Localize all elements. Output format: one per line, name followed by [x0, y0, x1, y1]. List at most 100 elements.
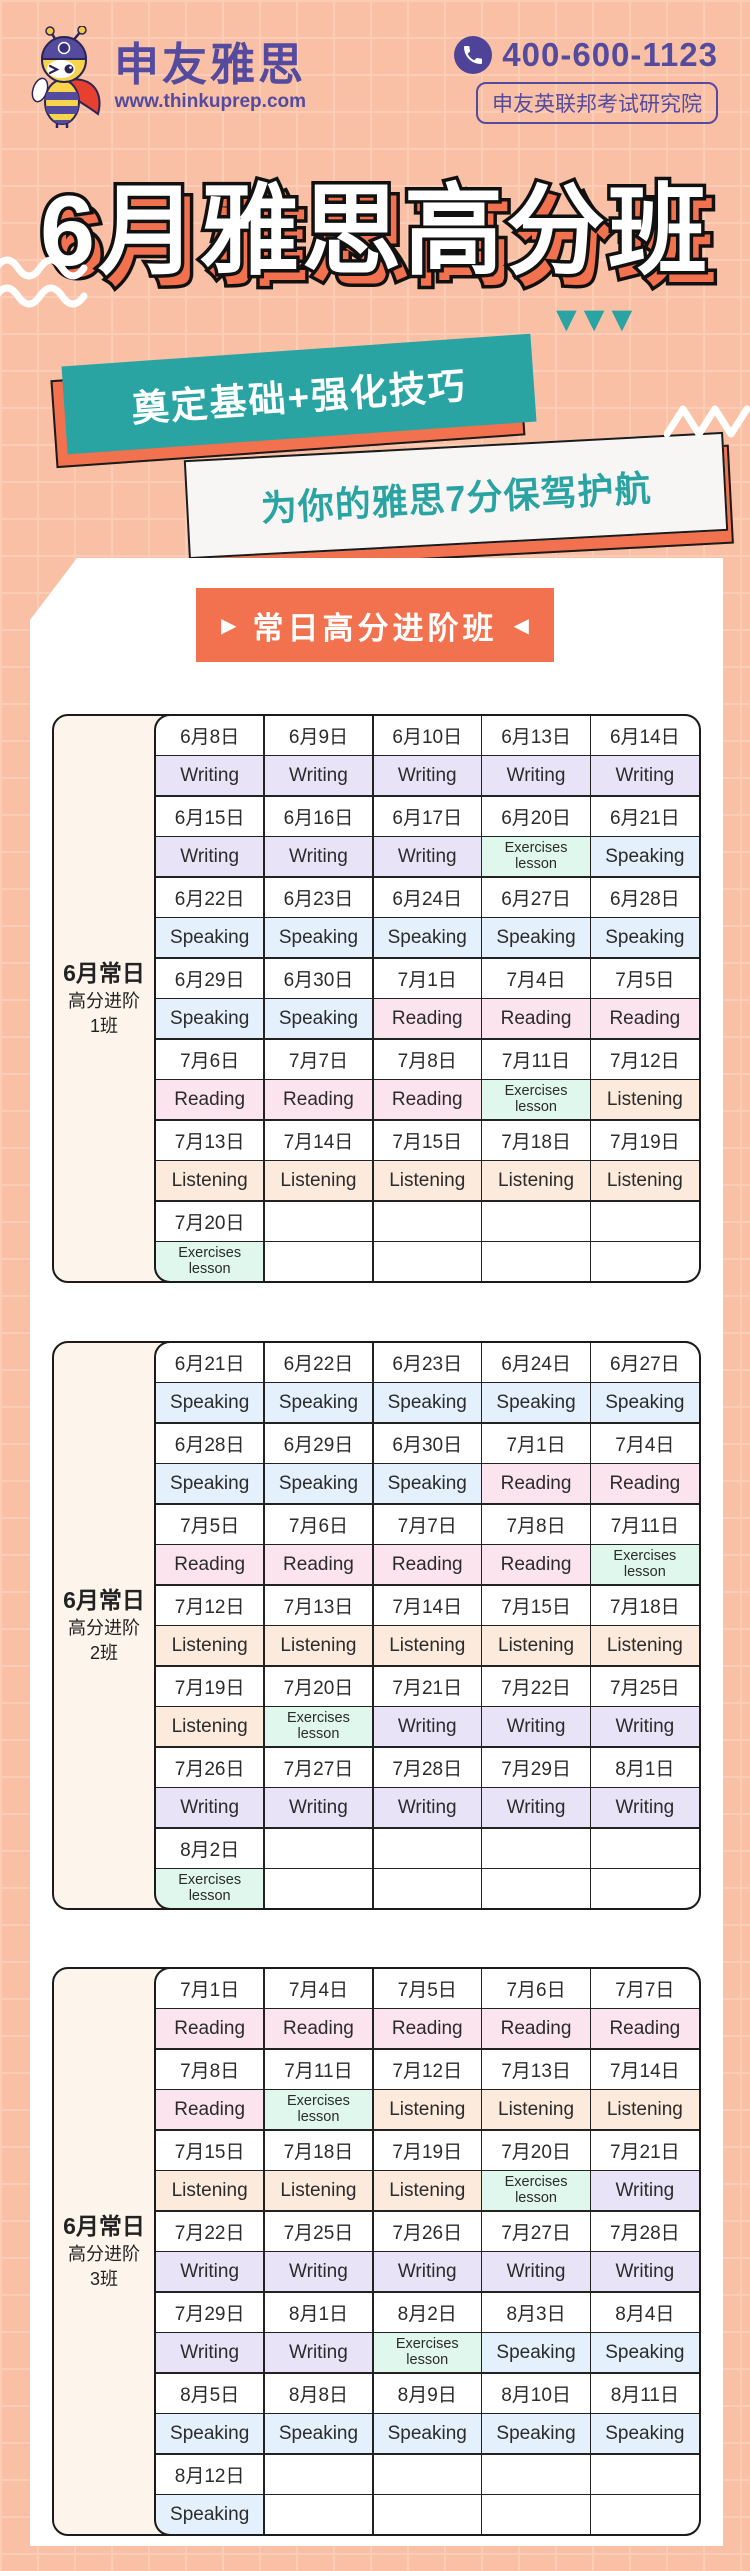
subject-cell: Reading: [591, 999, 699, 1038]
date-cell: 7月15日: [373, 1120, 481, 1160]
subject-cell: Reading: [591, 1464, 699, 1503]
subject-cell: Speaking: [373, 1383, 481, 1422]
empty-cell: [482, 1869, 590, 1908]
empty-cell: [591, 2495, 699, 2534]
date-cell: 6月24日: [373, 877, 481, 917]
subject-cell: Listening: [373, 2090, 481, 2129]
date-cell: 6月27日: [591, 1342, 699, 1382]
section-header-button[interactable]: ▶ 常日高分进阶班 ◀: [196, 588, 554, 662]
subject-cell: Writing: [591, 756, 699, 795]
subject-cell: Speaking: [156, 918, 264, 957]
date-cell: 8月1日: [591, 1747, 699, 1787]
subject-cell: Writing: [373, 837, 481, 876]
schedule-grid-3: 7月1日 7月4日 7月5日 7月6日 7月7日 Reading Reading Readin…: [154, 1966, 701, 2536]
phone-number: 400-600-1123: [502, 36, 718, 73]
empty-cell: [591, 1828, 699, 1868]
subject-cell: Listening: [591, 1080, 699, 1119]
subject-cell: Speaking: [591, 1383, 699, 1422]
date-cell: 7月18日: [591, 1585, 699, 1625]
banner-primary-text: 奠定基础+强化技巧: [130, 365, 469, 430]
date-cell: 7月29日: [482, 1747, 590, 1787]
class-label-sub: 高分进阶: [68, 1618, 140, 1639]
empty-cell: [591, 1201, 699, 1241]
subject-cell: Speaking: [591, 918, 699, 957]
date-cell: 7月19日: [156, 1666, 264, 1706]
date-cell: 7月13日: [156, 1120, 264, 1160]
subject-cell: Exercises lesson: [264, 2090, 373, 2129]
date-cell: 7月18日: [264, 2130, 373, 2170]
date-cell: 6月10日: [373, 715, 481, 755]
subject-cell: Listening: [591, 1626, 699, 1665]
date-cell: 7月1日: [373, 958, 481, 998]
empty-cell: [264, 2454, 373, 2494]
wave-decoration-left: [0, 256, 88, 308]
date-cell: 7月15日: [156, 2130, 264, 2170]
subject-cell: Reading: [264, 1545, 373, 1584]
date-cell: 7月19日: [373, 2130, 481, 2170]
empty-cell: [591, 1869, 699, 1908]
subject-cell: Speaking: [482, 918, 590, 957]
class-label-1: 6月常日 高分进阶 1班: [54, 716, 154, 1281]
subject-cell: Listening: [156, 2171, 264, 2210]
date-cell: 6月29日: [264, 1423, 373, 1463]
subject-cell: Exercises lesson: [482, 2171, 590, 2210]
subject-cell: Speaking: [264, 1383, 373, 1422]
subject-cell: Speaking: [373, 1464, 481, 1503]
empty-cell: [373, 1869, 481, 1908]
date-cell: 7月8日: [482, 1504, 590, 1544]
subject-cell: Speaking: [264, 918, 373, 957]
subject-cell: Reading: [373, 1080, 481, 1119]
empty-cell: [482, 2454, 590, 2494]
date-cell: 8月9日: [373, 2373, 481, 2413]
empty-cell: [482, 1828, 590, 1868]
date-cell: 6月27日: [482, 877, 590, 917]
phone-row: 400-600-1123: [454, 36, 718, 74]
date-cell: 7月22日: [156, 2211, 264, 2251]
subject-cell: Writing: [482, 1788, 590, 1827]
date-cell: 7月11日: [591, 1504, 699, 1544]
subject-cell: Exercises lesson: [156, 1869, 264, 1908]
subject-cell: Listening: [591, 1161, 699, 1200]
subject-cell: Reading: [156, 1080, 264, 1119]
date-cell: 7月14日: [373, 1585, 481, 1625]
subject-cell: Reading: [482, 1545, 590, 1584]
date-cell: 8月12日: [156, 2454, 264, 2494]
brand-logo: 申友雅思 www.thinkuprep.com: [28, 26, 306, 128]
empty-cell: [373, 2495, 481, 2534]
subject-cell: Speaking: [373, 2414, 481, 2453]
subject-cell: Listening: [373, 2171, 481, 2210]
date-cell: 7月4日: [482, 958, 590, 998]
empty-cell: [373, 2454, 481, 2494]
date-cell: 7月7日: [264, 1039, 373, 1079]
subject-cell: Exercises lesson: [264, 1707, 373, 1746]
date-cell: 7月27日: [482, 2211, 590, 2251]
date-cell: 8月1日: [264, 2292, 373, 2332]
date-cell: 6月15日: [156, 796, 264, 836]
empty-cell: [373, 1828, 481, 1868]
date-cell: 6月28日: [591, 877, 699, 917]
date-cell: 7月12日: [373, 2049, 481, 2089]
empty-cell: [591, 1242, 699, 1281]
subject-cell: Speaking: [482, 2414, 590, 2453]
section-header-label: 常日高分进阶班: [252, 610, 498, 646]
date-cell: 7月13日: [264, 1585, 373, 1625]
subject-cell: Writing: [591, 1707, 699, 1746]
empty-cell: [591, 2454, 699, 2494]
subject-cell: Writing: [264, 756, 373, 795]
right-triangle-icon: ◀: [513, 613, 529, 637]
date-cell: 7月12日: [591, 1039, 699, 1079]
date-cell: 7月29日: [156, 2292, 264, 2332]
schedule-grid-1: 6月8日 6月9日 6月10日 6月13日 6月14日 Writing Writing Wri…: [154, 713, 701, 1283]
date-cell: 7月11日: [482, 1039, 590, 1079]
subject-cell: Speaking: [264, 1464, 373, 1503]
date-cell: 6月13日: [482, 715, 590, 755]
date-cell: 7月6日: [482, 1968, 590, 2008]
date-cell: 7月22日: [482, 1666, 590, 1706]
date-cell: 7月8日: [373, 1039, 481, 1079]
date-cell: 7月21日: [373, 1666, 481, 1706]
date-cell: 7月28日: [591, 2211, 699, 2251]
date-cell: 7月5日: [591, 958, 699, 998]
subject-cell: Speaking: [264, 2414, 373, 2453]
schedule-table-class3: 6月常日 高分进阶 3班 7月1日 7月4日 7月5日 7月6日 7月7日 Reading…: [52, 1966, 701, 2536]
subject-cell: Writing: [156, 1788, 264, 1827]
